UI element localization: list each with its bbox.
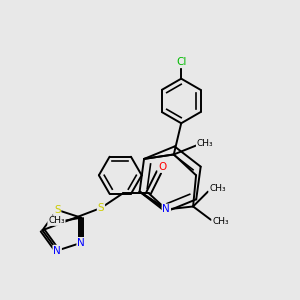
Text: N: N: [77, 238, 85, 248]
Text: CH₃: CH₃: [209, 184, 226, 193]
Text: S: S: [98, 203, 104, 213]
Text: CH₃: CH₃: [212, 217, 229, 226]
Text: CH₃: CH₃: [197, 139, 213, 148]
Text: S: S: [54, 205, 61, 215]
Text: N: N: [53, 246, 61, 256]
Text: CH₃: CH₃: [48, 216, 65, 225]
Text: Cl: Cl: [176, 57, 186, 67]
Text: N: N: [163, 204, 170, 214]
Text: O: O: [158, 162, 166, 172]
